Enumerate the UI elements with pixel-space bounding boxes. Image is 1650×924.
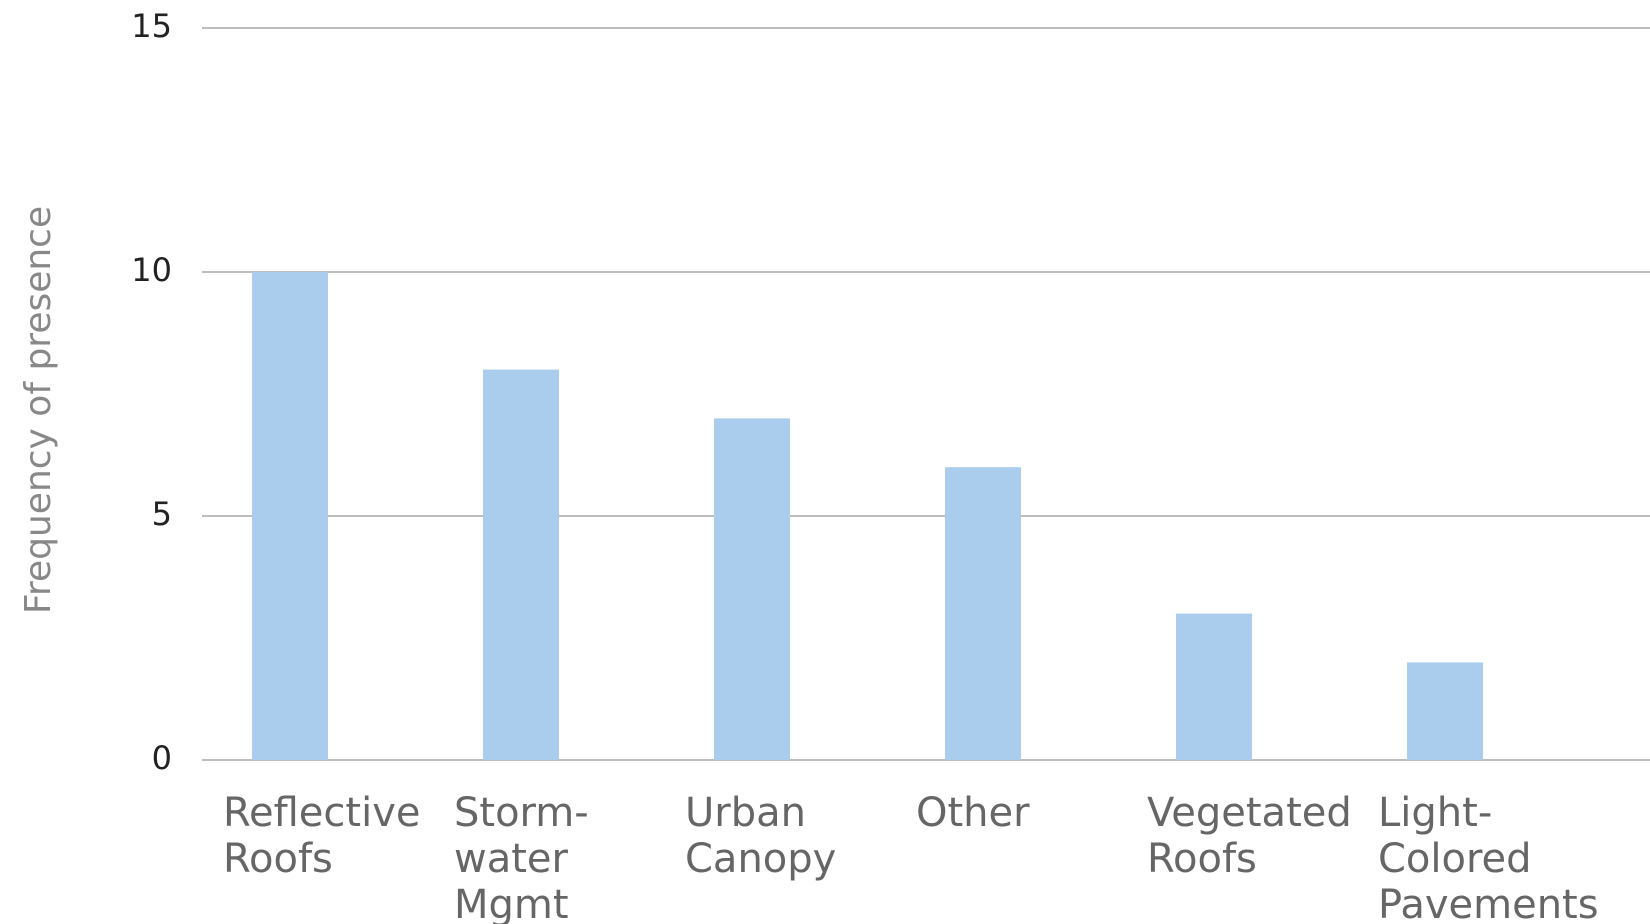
x-tick-label: Urban Canopy [685, 790, 836, 882]
y-tick-label: 15 [131, 7, 172, 45]
y-tick-label: 10 [131, 251, 172, 289]
y-tick-label: 5 [152, 495, 172, 533]
x-tick-label: Other [916, 790, 1030, 836]
x-tick-label-line: Mgmt [454, 882, 569, 924]
x-tick-label-line: Pavements [1378, 882, 1599, 924]
x-tick-label-line: Reflective [223, 790, 420, 836]
x-tick-label-line: Light- [1378, 790, 1492, 836]
x-tick-label-line: water [454, 836, 569, 882]
bar [1407, 662, 1483, 760]
x-tick-label-line: Roofs [223, 836, 333, 882]
bar [252, 272, 328, 760]
bar [714, 418, 790, 760]
y-axis-title: Frequency of presence [18, 206, 59, 614]
x-tick-label: Storm-water Mgmt [454, 790, 589, 924]
bar [945, 467, 1021, 760]
bar [1176, 613, 1252, 760]
x-tick-label-line: Colored [1378, 836, 1532, 882]
x-tick-label-line: Other [916, 790, 1030, 836]
x-tick-label: Vegetated Roofs [1147, 790, 1352, 882]
x-tick-label: Light-Colored Pavements [1378, 790, 1599, 924]
x-tick-label-line: Canopy [685, 836, 836, 882]
x-tick-label-line: Urban [685, 790, 806, 836]
x-tick-label: Reflective Roofs [223, 790, 420, 882]
bar [483, 369, 559, 760]
x-tick-label-line: Roofs [1147, 836, 1257, 882]
x-tick-label-line: Vegetated [1147, 790, 1352, 836]
x-tick-label-line: Storm- [454, 790, 589, 836]
y-tick-label: 0 [152, 739, 172, 777]
